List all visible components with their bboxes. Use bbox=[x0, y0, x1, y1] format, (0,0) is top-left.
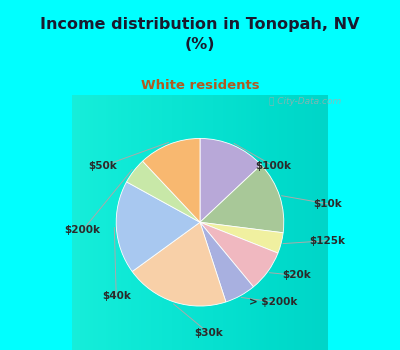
Text: $20k: $20k bbox=[283, 271, 312, 280]
Text: $200k: $200k bbox=[64, 225, 100, 236]
Wedge shape bbox=[126, 161, 200, 222]
Text: ⓘ City-Data.com: ⓘ City-Data.com bbox=[270, 97, 342, 106]
Text: $125k: $125k bbox=[310, 236, 346, 246]
Wedge shape bbox=[200, 139, 261, 222]
Wedge shape bbox=[116, 182, 200, 272]
Text: $100k: $100k bbox=[256, 161, 292, 171]
Text: $30k: $30k bbox=[194, 328, 222, 338]
Text: $10k: $10k bbox=[313, 199, 342, 209]
Wedge shape bbox=[200, 222, 254, 302]
Wedge shape bbox=[200, 222, 283, 253]
Text: Income distribution in Tonopah, NV
(%): Income distribution in Tonopah, NV (%) bbox=[40, 18, 360, 52]
Wedge shape bbox=[132, 222, 226, 306]
Text: > $200k: > $200k bbox=[249, 297, 298, 307]
Wedge shape bbox=[200, 165, 284, 233]
Wedge shape bbox=[200, 222, 278, 287]
Text: $40k: $40k bbox=[102, 291, 131, 301]
Text: $50k: $50k bbox=[88, 161, 117, 171]
Text: White residents: White residents bbox=[141, 79, 259, 92]
Wedge shape bbox=[143, 139, 200, 222]
